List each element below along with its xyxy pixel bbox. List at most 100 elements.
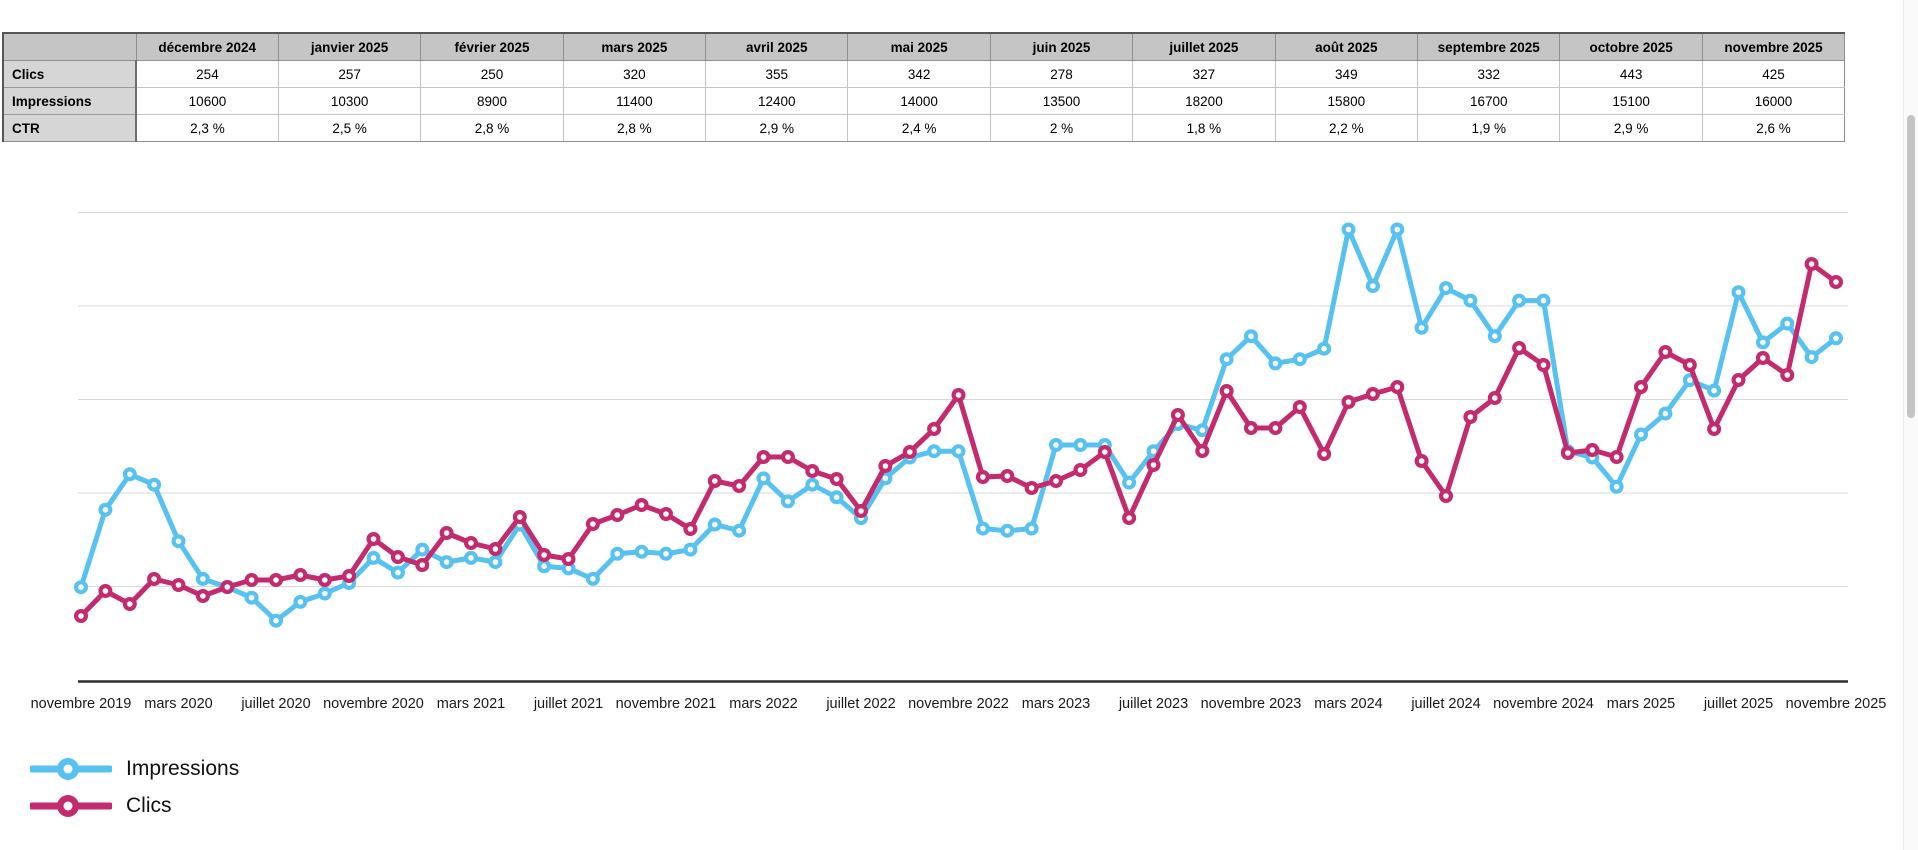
data-point-marker-center (1662, 349, 1669, 355)
data-point-marker-center (1833, 335, 1839, 342)
table-cell[interactable]: 327 (1132, 60, 1276, 88)
table-cell[interactable]: 332 (1417, 60, 1561, 88)
data-point-marker-center (1248, 425, 1254, 431)
table-cell[interactable]: 14000 (847, 87, 991, 115)
column-header[interactable]: avril 2025 (705, 32, 849, 61)
column-header[interactable]: mai 2025 (847, 32, 991, 61)
table-cell[interactable]: 2,8 % (562, 114, 707, 142)
column-header[interactable]: juillet 2025 (1132, 32, 1276, 61)
table-cell[interactable]: 425 (1701, 60, 1846, 88)
data-point-marker-center (273, 577, 279, 583)
column-header[interactable]: décembre 2024 (135, 32, 279, 61)
x-axis-label: novembre 2022 (908, 696, 1009, 712)
table-cell[interactable]: 2 % (989, 114, 1134, 142)
column-header[interactable]: octobre 2025 (1559, 32, 1703, 61)
column-header[interactable]: septembre 2025 (1417, 32, 1561, 61)
data-point-marker-center (468, 540, 474, 546)
data-point-marker-center (322, 590, 328, 597)
row-header[interactable]: CTR (2, 114, 137, 142)
data-point-marker-center (127, 601, 133, 607)
data-point-marker-center (175, 582, 182, 588)
data-point-marker-center (102, 588, 109, 594)
legend-item-clics[interactable]: Clics (30, 787, 239, 824)
data-point-marker-center (565, 565, 572, 572)
row-header[interactable]: Clics (2, 60, 137, 88)
table-cell[interactable]: 355 (705, 60, 849, 88)
table-cell[interactable]: 2,2 % (1274, 114, 1419, 142)
column-header[interactable]: novembre 2025 (1701, 32, 1846, 61)
table-cell[interactable]: 254 (135, 60, 279, 88)
table-cell[interactable]: 2,3 % (135, 114, 279, 142)
table-cell[interactable]: 2,4 % (847, 114, 991, 142)
table-cell[interactable]: 320 (562, 60, 707, 88)
column-header[interactable]: février 2025 (420, 32, 564, 61)
legend-item-impressions[interactable]: Impressions (30, 750, 239, 787)
table-cell[interactable]: 257 (277, 60, 422, 88)
table-cell[interactable]: 278 (989, 60, 1134, 88)
table-cell[interactable]: 250 (420, 60, 564, 88)
data-point-marker-center (565, 556, 572, 562)
data-point-marker-center (1784, 320, 1791, 327)
table-cell[interactable]: 11400 (562, 87, 707, 115)
column-header[interactable]: mars 2025 (562, 32, 707, 61)
data-point-marker-center (760, 475, 767, 482)
table-cell[interactable]: 349 (1274, 60, 1419, 88)
data-point-marker-center (1613, 484, 1620, 490)
table-cell[interactable]: 2,6 % (1701, 114, 1846, 142)
table-cell[interactable]: 2,9 % (705, 114, 849, 142)
table-cell[interactable]: 15800 (1274, 87, 1419, 115)
data-point-marker-center (1565, 450, 1571, 456)
data-point-marker-center (419, 546, 426, 553)
table-cell[interactable]: 13500 (989, 87, 1134, 115)
data-point-marker-center (882, 463, 889, 469)
data-point-marker-center (833, 476, 840, 482)
table-cell[interactable]: 1,9 % (1417, 114, 1561, 142)
data-point-marker-center (1321, 345, 1327, 352)
table-cell[interactable]: 1,8 % (1132, 114, 1276, 142)
clics-line (78, 261, 1839, 619)
table-cell[interactable]: 16000 (1701, 87, 1846, 115)
data-point-marker-center (1102, 449, 1108, 455)
table-cell[interactable]: 8900 (420, 87, 564, 115)
table-cell[interactable]: 12400 (705, 87, 849, 115)
data-point-marker-center (370, 536, 377, 542)
column-header[interactable]: janvier 2025 (277, 32, 422, 61)
data-point-marker-center (273, 617, 279, 624)
data-point-marker-center (1516, 297, 1522, 304)
legend-label: Impressions (126, 756, 240, 780)
x-axis-label: novembre 2019 (31, 696, 132, 712)
table-cell[interactable]: 10600 (135, 87, 279, 115)
x-axis-label: mars 2022 (729, 696, 798, 712)
data-point-marker-center (1297, 356, 1303, 363)
data-point-marker-center (614, 551, 621, 557)
data-point-marker-center (1492, 395, 1498, 401)
data-point-marker-center (1735, 289, 1742, 296)
table-cell[interactable]: 2,5 % (277, 114, 422, 142)
data-point-marker-center (663, 511, 669, 517)
data-point-marker-center (1126, 479, 1132, 486)
data-point-marker-center (1175, 412, 1181, 418)
scrollbar-track[interactable] (1903, 0, 1918, 850)
scrollbar-thumb[interactable] (1907, 115, 1915, 418)
data-point-marker-center (1223, 356, 1230, 363)
data-point-marker-center (224, 584, 231, 590)
data-point-marker-center (443, 559, 450, 565)
table-cell[interactable]: 342 (847, 60, 991, 88)
row-header[interactable]: Impressions (2, 87, 137, 115)
table-cell[interactable]: 10300 (277, 87, 422, 115)
table-row: Impressions 10600 10300 8900 11400 12400 14000… (2, 87, 1846, 115)
column-header[interactable]: août 2025 (1274, 32, 1419, 61)
table-cell[interactable]: 15100 (1559, 87, 1703, 115)
data-point-marker-center (1223, 388, 1230, 394)
table-cell[interactable]: 2,8 % (420, 114, 564, 142)
data-point-marker-center (346, 573, 352, 579)
table-cell[interactable]: 2,9 % (1559, 114, 1703, 142)
table-cell[interactable]: 16700 (1417, 87, 1561, 115)
table-cell[interactable]: 443 (1559, 60, 1703, 88)
data-point-marker-center (712, 478, 718, 484)
column-header[interactable]: juin 2025 (989, 32, 1134, 61)
data-point-marker-center (200, 576, 206, 582)
table-corner-cell[interactable] (2, 32, 137, 61)
data-point-marker-center (1711, 426, 1717, 432)
table-cell[interactable]: 18200 (1132, 87, 1276, 115)
